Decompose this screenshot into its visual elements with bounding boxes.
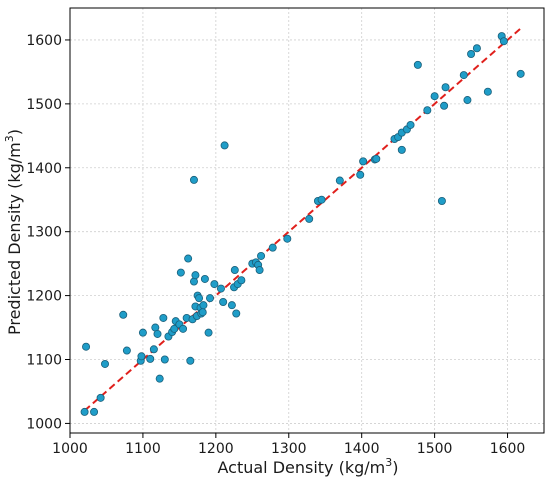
data-point	[155, 374, 164, 383]
data-point	[119, 310, 128, 319]
y-tick-label: 1500	[26, 97, 62, 113]
data-points	[80, 32, 525, 416]
data-point	[146, 354, 155, 363]
data-point	[230, 266, 239, 275]
data-point	[335, 176, 344, 185]
data-point	[372, 154, 381, 163]
x-tick-label: 1500	[417, 441, 453, 457]
data-point	[255, 266, 264, 275]
data-point	[283, 234, 292, 243]
data-point	[96, 393, 105, 402]
y-tick-label: 1400	[26, 161, 62, 177]
data-point	[219, 297, 228, 306]
x-axis-label-sup: 3	[385, 456, 392, 469]
x-tick-label: 1200	[198, 441, 234, 457]
data-point	[483, 87, 492, 96]
data-point	[441, 83, 450, 92]
y-tick-label: 1600	[26, 33, 62, 49]
data-point	[189, 175, 198, 184]
y-axis-label: Predicted Density (kg/m3)	[3, 129, 24, 335]
data-point	[430, 92, 439, 101]
x-axis-label-text: Actual Density (kg/m	[217, 458, 385, 477]
x-tick-label: 1400	[344, 441, 380, 457]
y-tick-label: 1000	[26, 416, 62, 432]
data-point	[423, 106, 432, 115]
data-point	[200, 274, 209, 283]
data-point	[413, 60, 422, 69]
data-point	[159, 313, 168, 322]
data-point	[80, 407, 89, 416]
data-point	[176, 268, 185, 277]
x-tick-label: 1300	[271, 441, 307, 457]
data-point	[204, 328, 213, 337]
y-tick-label: 1200	[26, 289, 62, 305]
x-tick-label: 1100	[125, 441, 161, 457]
data-point	[459, 71, 468, 80]
data-point	[440, 101, 449, 110]
identity-line-group	[83, 26, 523, 412]
data-point	[472, 44, 481, 53]
data-point	[137, 352, 146, 361]
data-point	[467, 50, 476, 59]
data-point	[317, 195, 326, 204]
axis-ticks: 1000 1100 1200 1300 1400 1500 1600 1000 1100 1200…	[26, 33, 525, 457]
data-point	[359, 157, 368, 166]
data-point	[305, 214, 314, 223]
data-point	[160, 355, 169, 364]
data-point	[138, 328, 147, 337]
data-point	[232, 309, 241, 318]
data-point	[216, 284, 225, 293]
y-axis-label-sup: 3	[3, 135, 16, 142]
data-point	[356, 170, 365, 179]
data-point	[189, 277, 198, 286]
data-point	[220, 141, 229, 150]
data-point	[122, 346, 131, 355]
data-point	[179, 324, 188, 333]
data-point	[170, 324, 179, 333]
data-point	[149, 345, 158, 354]
data-point	[516, 69, 525, 78]
data-point	[206, 294, 215, 303]
data-point	[210, 280, 219, 289]
data-point	[227, 301, 236, 310]
data-point	[184, 254, 193, 263]
data-point	[397, 145, 406, 154]
data-point	[90, 407, 99, 416]
data-point	[186, 356, 195, 365]
data-point	[463, 96, 472, 105]
identity-line	[83, 26, 523, 412]
data-point	[101, 359, 110, 368]
y-axis-label-text: Predicted Density (kg/m	[5, 142, 24, 335]
data-point	[437, 197, 446, 206]
x-axis-label: Actual Density (kg/m3)	[217, 456, 398, 477]
plot-frame	[69, 7, 545, 434]
data-point	[257, 251, 266, 260]
y-axis-label-close: )	[5, 129, 24, 135]
data-point	[237, 276, 246, 285]
data-point	[406, 120, 415, 129]
data-point	[499, 37, 508, 46]
data-point	[191, 271, 200, 280]
y-tick-label: 1100	[26, 353, 62, 369]
x-tick-label: 1000	[52, 441, 88, 457]
data-point	[153, 329, 162, 338]
x-tick-label: 1600	[490, 441, 526, 457]
data-point	[195, 294, 204, 303]
x-axis-label-close: )	[392, 458, 398, 477]
data-point	[198, 308, 207, 317]
data-point	[82, 342, 91, 351]
data-point	[268, 243, 277, 252]
data-point	[199, 301, 208, 310]
y-tick-label: 1300	[26, 225, 62, 241]
